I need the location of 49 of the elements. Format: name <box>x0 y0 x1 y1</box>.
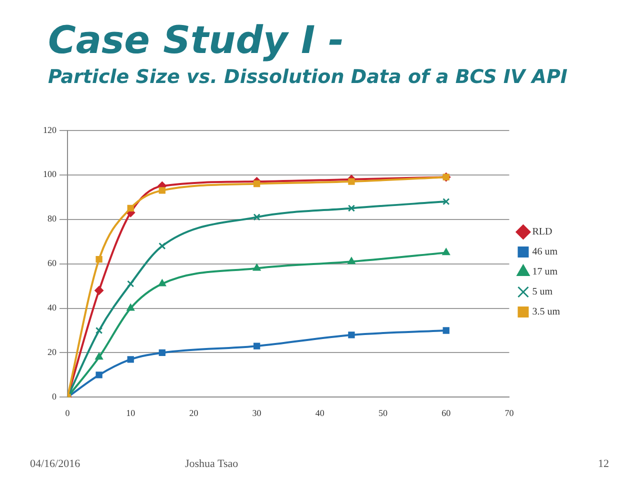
point <box>96 372 102 378</box>
y-tick-label: 20 <box>48 347 57 358</box>
point <box>253 342 260 350</box>
point <box>94 286 104 295</box>
point <box>95 352 104 360</box>
point <box>348 257 356 264</box>
text: Joshua Tsao <box>185 458 238 470</box>
text: 04/16/2016 <box>30 458 80 470</box>
x-tick-label: 60 <box>442 408 452 418</box>
legend-label: RLD <box>532 226 552 238</box>
y-tick-label: 0 <box>52 392 57 402</box>
point <box>348 204 356 212</box>
point <box>127 280 134 288</box>
y-tick-label: 120 <box>43 124 57 135</box>
x-tick-label: 30 <box>252 408 262 418</box>
point <box>253 180 260 188</box>
point <box>158 187 166 194</box>
point <box>252 264 261 271</box>
point <box>126 304 135 311</box>
y-tick-label: 100 <box>43 169 57 180</box>
point <box>158 242 166 250</box>
legend-label: 17 um <box>532 266 558 278</box>
x-tick-label: 40 <box>315 408 325 418</box>
chart-subtitle: Particle Size vs. Dissolution Data of a BCS IV API <box>48 66 568 88</box>
point <box>253 214 260 221</box>
x-tick-label: 70 <box>504 408 514 418</box>
point <box>348 178 355 185</box>
y-tick-label: 40 <box>48 302 57 313</box>
text: 12 <box>598 458 609 470</box>
x-tick-label: 0 <box>65 408 70 418</box>
point <box>442 248 450 256</box>
point <box>442 198 450 206</box>
x-tick-label: 50 <box>378 408 388 418</box>
y-tick-label: 60 <box>48 258 57 268</box>
x-tick-label: 10 <box>126 408 136 418</box>
legend-label: 46 um <box>532 246 558 258</box>
point <box>158 279 166 286</box>
point <box>442 327 450 334</box>
point <box>95 326 103 334</box>
y-tick-label: 80 <box>48 214 57 224</box>
point <box>348 332 355 338</box>
point <box>158 349 166 356</box>
x-tick-label: 20 <box>189 408 199 418</box>
legend-label: 3.5 um <box>532 306 560 318</box>
point <box>96 256 102 263</box>
chart-title: Case Study I - <box>48 18 344 62</box>
point <box>127 356 134 363</box>
legend-label: 5 um <box>532 286 553 298</box>
point <box>127 204 134 212</box>
